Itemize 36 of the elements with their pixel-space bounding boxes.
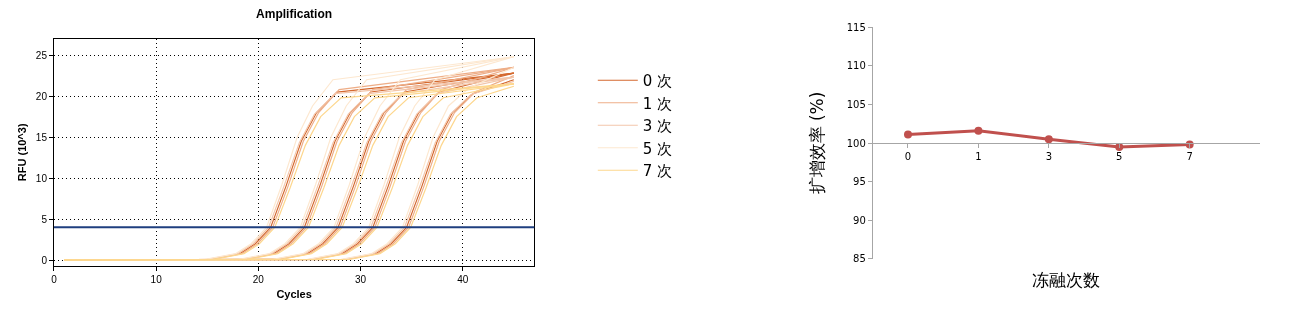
x-axis-title: 冻融次数 bbox=[1032, 270, 1100, 290]
x-tick-label: 5 bbox=[1116, 151, 1123, 163]
legend-label: 3 次 bbox=[642, 117, 673, 136]
y-axis-title: 扩增效率 (%) bbox=[807, 91, 828, 195]
x-tick-label: 0 bbox=[51, 273, 58, 285]
y-tick-label: 90 bbox=[853, 214, 866, 226]
x-tick-label: 1 bbox=[975, 151, 982, 163]
point bbox=[974, 126, 983, 135]
legend-label: 7 次 bbox=[642, 162, 673, 181]
y-tick-label: 95 bbox=[853, 176, 866, 188]
chart-title: Amplification bbox=[256, 7, 333, 21]
y-tick-label: 20 bbox=[35, 90, 48, 102]
x-tick-label: 10 bbox=[150, 273, 163, 285]
x-tick-label: 20 bbox=[252, 273, 265, 285]
x-tick-label: 0 bbox=[904, 151, 912, 163]
x-tick-label: 7 bbox=[1186, 151, 1193, 163]
point bbox=[1044, 135, 1053, 144]
y-tick-label: 15 bbox=[35, 131, 48, 143]
y-axis-title: RFU (10^3) bbox=[16, 123, 29, 182]
y-tick-label: 105 bbox=[846, 98, 866, 110]
x-axis-title: Cycles bbox=[276, 288, 312, 301]
x-tick-label: 40 bbox=[457, 273, 469, 285]
y-tick-label: 5 bbox=[41, 213, 48, 225]
legend-label: 5 次 bbox=[642, 139, 673, 158]
y-tick-label: 0 bbox=[41, 254, 48, 266]
legend-label: 0 次 bbox=[642, 72, 673, 91]
legend-label: 1 次 bbox=[642, 94, 673, 113]
y-tick-label: 100 bbox=[846, 137, 866, 149]
y-tick-label: 110 bbox=[846, 60, 866, 72]
y-tick-label: 10 bbox=[35, 172, 48, 184]
point bbox=[904, 130, 912, 139]
y-tick-label: 115 bbox=[846, 21, 866, 33]
x-tick-label: 3 bbox=[1045, 151, 1053, 163]
y-tick-label: 25 bbox=[35, 49, 48, 61]
y-tick-label: 85 bbox=[853, 253, 866, 265]
x-tick-label: 30 bbox=[354, 273, 367, 285]
